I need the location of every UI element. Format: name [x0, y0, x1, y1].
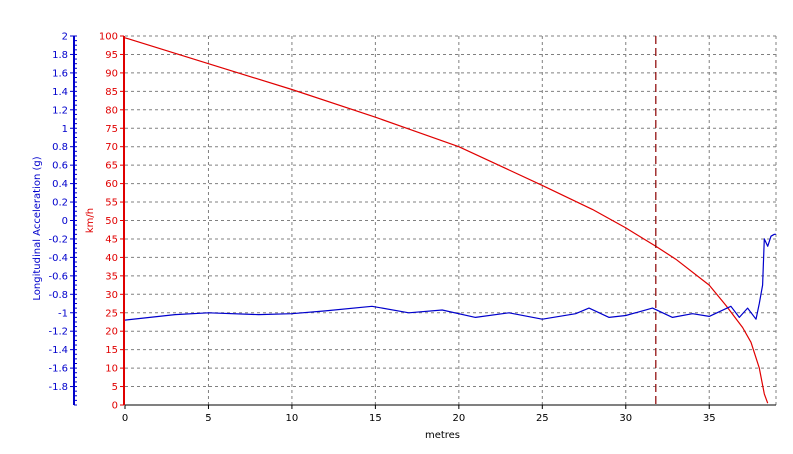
x-tick-label: 20 [452, 413, 465, 424]
x-tick-label: 35 [703, 413, 716, 424]
speed-tick-label: 15 [105, 345, 118, 356]
accel-tick-label: 1 [62, 124, 68, 135]
accel-axis-label: Longitudinal Acceleration (g) [32, 156, 43, 300]
speed-tick-label: 25 [105, 308, 118, 319]
speed-tick-label: 100 [99, 32, 118, 43]
speed-tick-label: 5 [112, 382, 118, 393]
speed-tick-label: 55 [105, 198, 118, 209]
accel-tick-label: -1.4 [48, 345, 68, 356]
accel-tick-label: 0 [62, 216, 68, 227]
accel-tick-label: 1.8 [52, 50, 68, 61]
x-tick-label: 15 [369, 413, 382, 424]
grid [125, 35, 777, 405]
accel-tick-label: 1.2 [52, 105, 68, 116]
accel-tick-label: 0.8 [52, 142, 68, 153]
accel-tick-label: -1 [58, 308, 68, 319]
speed-tick-label: 40 [105, 253, 118, 264]
accel-tick-label: -1.8 [48, 382, 68, 393]
x-tick-label: 25 [536, 413, 549, 424]
speed-tick-label: 65 [105, 161, 118, 172]
x-tick-label: 0 [122, 413, 128, 424]
speed-tick-label: 70 [105, 142, 118, 153]
accel-tick-label: -0.4 [48, 253, 68, 264]
speed-axis-label: km/h [85, 208, 96, 233]
accel-tick-label: -0.8 [48, 290, 68, 301]
speed-tick-label: 75 [105, 124, 118, 135]
accel-tick-label: -1.6 [48, 364, 68, 375]
x-tick-label: 5 [205, 413, 211, 424]
accel-tick-label: 0.4 [52, 179, 68, 190]
speed-tick-label: 10 [105, 364, 118, 375]
speed-tick-label: 30 [105, 290, 118, 301]
speed-tick-label: 85 [105, 87, 118, 98]
accel-tick-label: -0.2 [48, 234, 68, 245]
accel-tick-label: 1.4 [52, 87, 68, 98]
accel-tick-label: 0.2 [52, 198, 68, 209]
x-tick-label: 30 [619, 413, 632, 424]
accel-tick-label: -0.6 [48, 271, 68, 282]
speed-tick-label: 60 [105, 179, 118, 190]
speed-tick-label: 0 [112, 401, 118, 412]
speed-tick-label: 95 [105, 50, 118, 61]
x-axis: 0 5 10 15 20 25 30 35 [122, 404, 776, 424]
x-axis-label: metres [425, 430, 460, 441]
accel-series-line [124, 233, 776, 321]
speed-tick-label: 80 [105, 105, 118, 116]
accel-tick-label: 2 [62, 32, 68, 43]
speed-tick-label: 90 [105, 68, 118, 79]
speed-tick-label: 45 [105, 234, 118, 245]
speed-tick-label: 50 [105, 216, 118, 227]
speed-tick-label: 35 [105, 271, 118, 282]
accel-tick-label: 0.6 [52, 161, 68, 172]
accel-tick-label: 1.6 [52, 68, 68, 79]
accel-tick-label: -1.2 [48, 327, 68, 338]
speed-axis: 1009590858075706560555045403530252015105… [99, 32, 125, 412]
x-tick-label: 10 [286, 413, 299, 424]
accel-axis: 2 1.8 1.6 1.4 1.2 1 0.8 0.6 0.4 0.2 0 -0.2 -0.4 -0.6 -… [48, 32, 77, 406]
speed-tick-label: 20 [105, 327, 118, 338]
